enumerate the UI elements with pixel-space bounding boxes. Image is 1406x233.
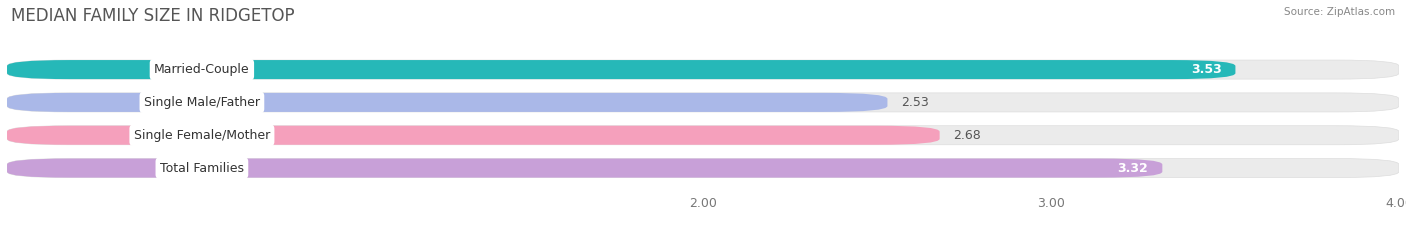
Text: MEDIAN FAMILY SIZE IN RIDGETOP: MEDIAN FAMILY SIZE IN RIDGETOP: [11, 7, 295, 25]
FancyBboxPatch shape: [7, 159, 1399, 178]
FancyBboxPatch shape: [7, 126, 1399, 145]
Text: Source: ZipAtlas.com: Source: ZipAtlas.com: [1284, 7, 1395, 17]
Text: Total Families: Total Families: [160, 161, 243, 175]
Text: Married-Couple: Married-Couple: [155, 63, 250, 76]
Text: 3.32: 3.32: [1118, 161, 1149, 175]
Text: 3.53: 3.53: [1191, 63, 1222, 76]
Text: Single Female/Mother: Single Female/Mother: [134, 129, 270, 142]
FancyBboxPatch shape: [7, 126, 939, 145]
Text: 2.53: 2.53: [901, 96, 929, 109]
FancyBboxPatch shape: [7, 60, 1236, 79]
Text: 2.68: 2.68: [953, 129, 981, 142]
FancyBboxPatch shape: [7, 93, 887, 112]
FancyBboxPatch shape: [7, 60, 1399, 79]
Text: Single Male/Father: Single Male/Father: [143, 96, 260, 109]
FancyBboxPatch shape: [7, 93, 1399, 112]
FancyBboxPatch shape: [7, 159, 1163, 178]
